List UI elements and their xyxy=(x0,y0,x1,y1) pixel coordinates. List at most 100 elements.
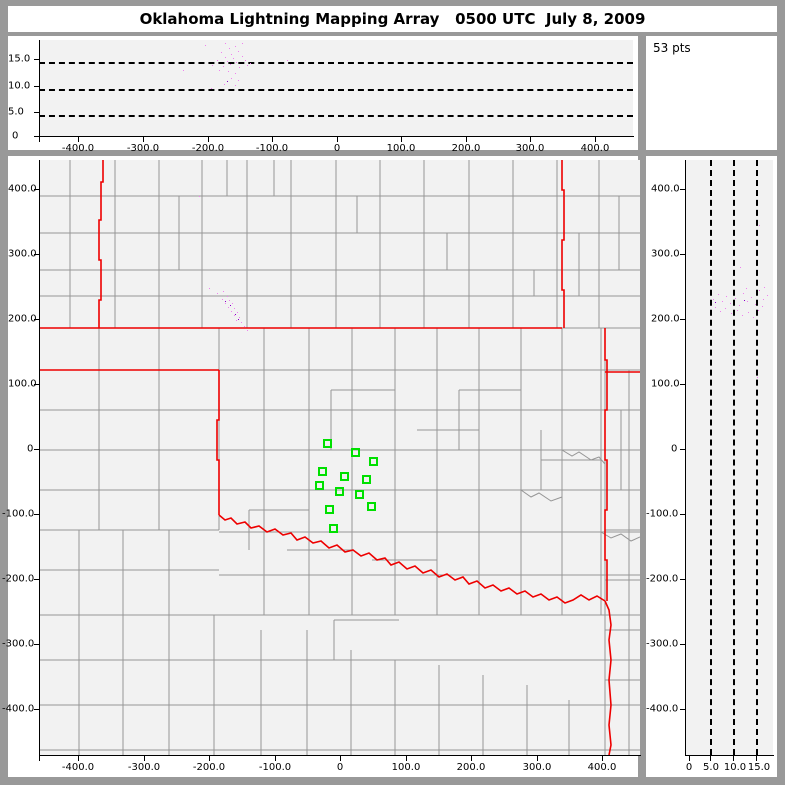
altitude-vs-ns-plot[interactable] xyxy=(685,160,773,755)
lma-station-marker[interactable] xyxy=(325,505,334,514)
source-point xyxy=(242,43,243,44)
y-tick-label: 5.0 xyxy=(8,106,24,118)
point-count-panel: 53 pts xyxy=(646,36,777,150)
x-tick xyxy=(209,755,210,761)
y-tick-label: 15.0 xyxy=(8,53,31,65)
x-tick xyxy=(275,755,276,761)
x-tick xyxy=(78,755,79,761)
y-tick xyxy=(34,59,40,60)
source-point xyxy=(227,61,228,62)
x-tick xyxy=(401,136,402,142)
source-point xyxy=(231,78,232,79)
source-point xyxy=(730,303,731,304)
source-point xyxy=(759,225,760,226)
lma-station-marker[interactable] xyxy=(329,524,338,533)
source-point xyxy=(245,60,246,61)
altitude-vs-ew-plot[interactable] xyxy=(39,40,633,136)
lma-station-marker[interactable] xyxy=(315,481,324,490)
map-plot-area[interactable] xyxy=(39,160,640,755)
y-tick xyxy=(34,86,40,87)
lma-station-marker[interactable] xyxy=(335,487,344,496)
source-point xyxy=(242,56,243,57)
source-point xyxy=(217,60,218,61)
x-tick-label: 400.0 xyxy=(580,143,610,154)
source-point xyxy=(739,305,740,306)
y-tick-label: -400.0 xyxy=(2,703,35,715)
source-point xyxy=(718,294,719,295)
source-point xyxy=(743,293,744,294)
source-point xyxy=(746,288,747,289)
gridline-5 xyxy=(710,160,712,755)
source-point xyxy=(742,315,743,316)
x-tick-label: -200.0 xyxy=(191,143,225,154)
source-point xyxy=(755,304,756,305)
source-point xyxy=(228,71,229,72)
x-tick xyxy=(39,755,40,761)
gridline-10 xyxy=(733,160,735,755)
y-tick xyxy=(34,709,40,710)
y-tick-label: 100.0 xyxy=(8,378,37,390)
source-point xyxy=(764,287,765,288)
x-tick-label: 200.0 xyxy=(451,143,481,154)
source-point xyxy=(748,312,749,313)
gridline-10 xyxy=(39,89,633,91)
lma-station-marker[interactable] xyxy=(369,457,378,466)
lma-station-marker[interactable] xyxy=(340,472,349,481)
x-tick xyxy=(78,136,79,142)
source-point xyxy=(183,70,184,71)
x-tick-label: 200.0 xyxy=(456,762,486,773)
y-tick xyxy=(34,189,40,190)
x-tick xyxy=(340,755,341,761)
y-tick-label: 200.0 xyxy=(8,313,37,325)
source-point xyxy=(225,43,226,44)
x-tick xyxy=(406,755,407,761)
y-tick-label: 0 xyxy=(671,443,678,455)
source-point xyxy=(740,267,741,268)
source-point xyxy=(205,45,206,46)
source-point xyxy=(758,310,759,311)
x-tick xyxy=(208,136,209,142)
x-tick xyxy=(710,755,711,761)
source-point xyxy=(250,63,251,64)
x-tick xyxy=(272,136,273,142)
x-tick xyxy=(466,136,467,142)
x-tick-label: -400.0 xyxy=(61,143,95,154)
x-tick xyxy=(733,755,734,761)
lma-station-marker[interactable] xyxy=(351,448,360,457)
source-point xyxy=(751,297,752,298)
y-tick-label: 400.0 xyxy=(8,183,37,195)
y-tick xyxy=(34,319,40,320)
source-point xyxy=(231,54,232,55)
lma-station-marker[interactable] xyxy=(355,490,364,499)
lma-station-marker[interactable] xyxy=(318,467,327,476)
y-tick xyxy=(680,449,686,450)
lma-station-marker[interactable] xyxy=(362,475,371,484)
source-point xyxy=(759,290,760,291)
source-point xyxy=(753,317,754,318)
x-tick-label: -200.0 xyxy=(192,762,226,773)
source-point xyxy=(224,84,225,85)
source-point xyxy=(230,64,231,65)
source-point xyxy=(233,58,234,59)
y-tick-label: 10.0 xyxy=(8,80,31,92)
y-tick-label: 0 xyxy=(12,130,19,142)
x-tick-label: 0 xyxy=(333,143,341,154)
y-tick-label: -300.0 xyxy=(646,638,679,650)
lma-station-marker[interactable] xyxy=(367,502,376,511)
source-point xyxy=(720,311,721,312)
x-tick-label: 0 xyxy=(336,762,344,773)
source-point xyxy=(225,57,226,58)
y-tick xyxy=(34,449,40,450)
y-tick xyxy=(680,319,686,320)
lma-station-marker[interactable] xyxy=(323,439,332,448)
x-tick-label: 300.0 xyxy=(522,762,552,773)
source-point xyxy=(763,299,764,300)
y-tick xyxy=(680,644,686,645)
y-tick xyxy=(680,579,686,580)
y-tick xyxy=(34,136,40,137)
y-tick xyxy=(680,189,686,190)
source-point xyxy=(229,48,230,49)
source-point xyxy=(287,60,288,61)
ns-x-axis-line xyxy=(685,755,774,756)
